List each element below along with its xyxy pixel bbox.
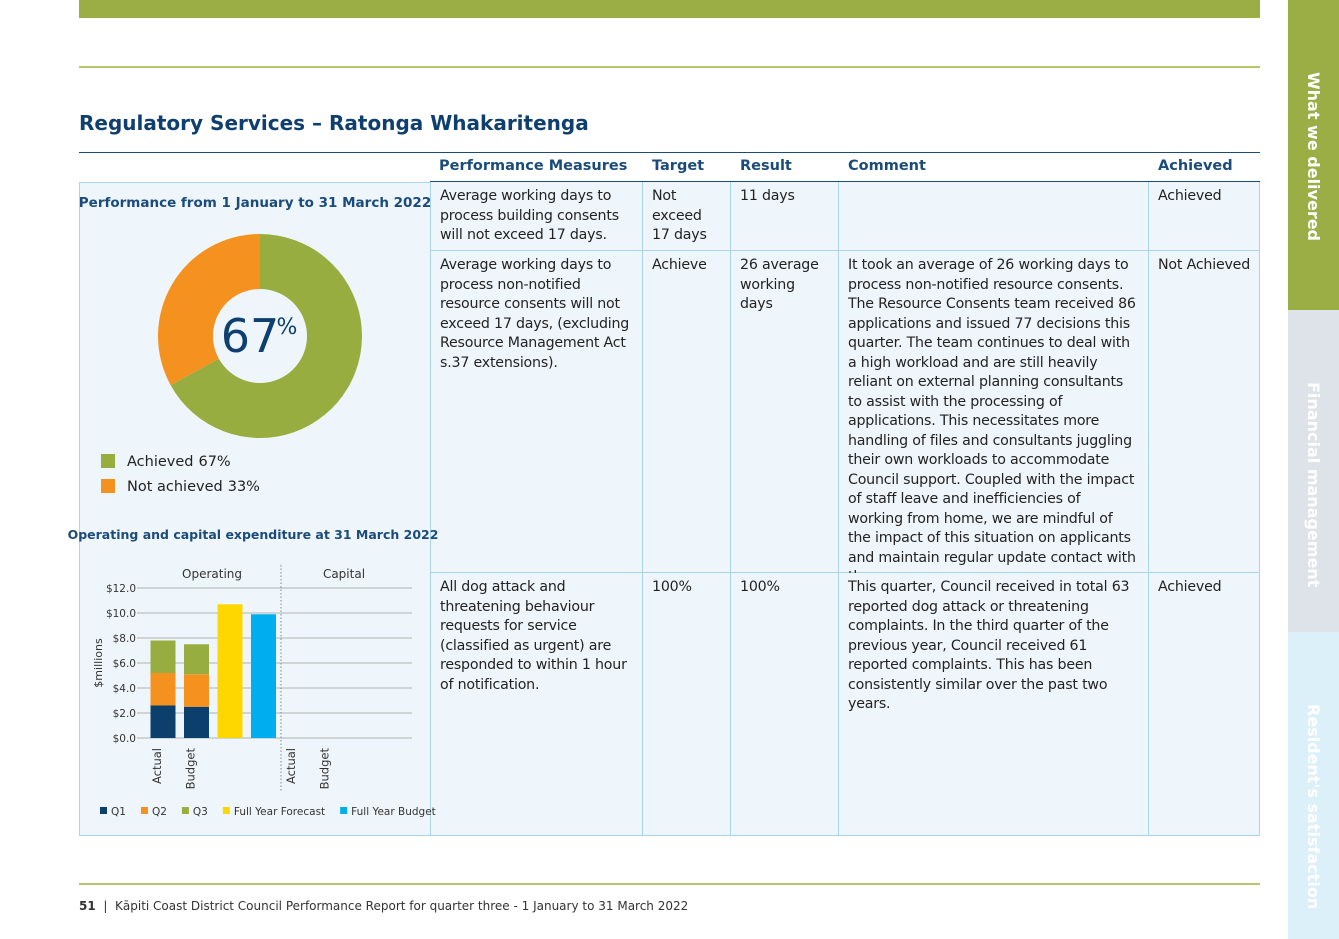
chart-title: Performance from 1 January to 31 March 2… [79,195,431,211]
table-cell: It took an average of 26 working days to… [839,251,1149,585]
bar-segment [150,705,176,738]
center-unit: % [277,315,298,340]
legend-swatch [100,807,107,814]
x-tick-label: Budget [184,748,198,790]
legend-swatch [101,479,115,493]
legend-swatch [101,454,115,468]
table-cell: Achieved [1149,573,1260,836]
legend-swatch [340,807,348,814]
legend-value: 67% [198,454,230,470]
bar-segment [217,604,243,738]
header-rule [430,181,1260,182]
section-title: Regulatory Services – Ratonga Whakariten… [79,111,589,135]
column-header: Achieved [1158,158,1233,174]
chart-title: Operating and capital expenditure at 31 … [68,527,439,542]
legend-label: Full Year Forecast [234,806,325,818]
legend-category: Achieved [127,454,193,470]
column-header: Comment [848,158,926,174]
bar-segment [150,640,176,673]
y-axis-label: $millions [92,638,105,688]
rule [79,66,1260,68]
legend-category: Not achieved [127,479,223,495]
table-cell: Not Achieved [1149,251,1260,573]
table-cell: Achieve [643,251,731,573]
bar-segment [184,706,209,738]
y-tick-label: $2.0 [113,708,136,720]
x-tick-label: Budget [318,748,332,790]
footer-rule [79,883,1260,885]
bar-segment [251,614,276,738]
legend-swatch [140,807,148,814]
y-tick-label: $12.0 [106,583,136,595]
footer: 51 | Kāpiti Coast District Council Perfo… [79,899,689,913]
table-cell: 11 days [731,182,839,251]
bar-segment [184,674,209,707]
pie-slice [170,234,363,438]
legend-label: Q1 [111,806,126,818]
x-tick-label: Actual [284,748,298,784]
y-tick-label: $8.0 [113,633,136,645]
pie-slice [158,234,260,386]
group-label: Operating [182,567,242,581]
footer-text: Kāpiti Coast District Council Performanc… [115,899,689,913]
y-tick-label: $6.0 [113,658,136,670]
table-top-rule [79,152,1260,153]
group-label: Capital [323,567,365,581]
page-number: 51 [79,899,96,913]
table-cell: All dog attack and threatening behaviour… [430,573,643,836]
legend-value: 33% [228,479,260,495]
legend-label: Q3 [193,806,208,818]
table-cell: 100% [643,573,731,836]
side-tab: What we delivered [1288,0,1339,310]
legend-label: Not achieved 33% [127,479,260,495]
side-tab: Financial management [1288,310,1339,632]
x-tick-label: Actual [150,748,164,784]
y-tick-label: $10.0 [106,608,136,620]
legend-label: Achieved 67% [127,454,231,470]
bar-segment [184,644,209,675]
y-tick-label: $0.0 [113,733,136,745]
side-tab: Resident's satisfaction [1288,632,1339,939]
table-cell: Average working days to process non-noti… [430,251,643,573]
table-cell: 26 average working days [731,251,839,573]
table-cell [839,182,1149,251]
table-cell: This quarter, Council received in total … [839,573,1149,836]
table-cell: Average working days to process building… [430,182,643,251]
top-bar [79,0,1260,18]
center-value: 67 [221,309,280,363]
column-header: Result [740,158,792,174]
legend-swatch [222,807,230,814]
legend-swatch [181,807,189,814]
bar-segment [150,673,176,706]
table-cell: Not exceed 17 days [643,182,731,251]
column-header: Target [652,158,705,174]
legend-label: Q2 [152,806,167,818]
table-cell: 100% [731,573,839,836]
table-cell: Achieved [1149,182,1260,251]
y-tick-label: $4.0 [113,683,136,695]
legend-label: Full Year Budget [351,806,436,818]
column-header: Performance Measures [439,158,628,174]
